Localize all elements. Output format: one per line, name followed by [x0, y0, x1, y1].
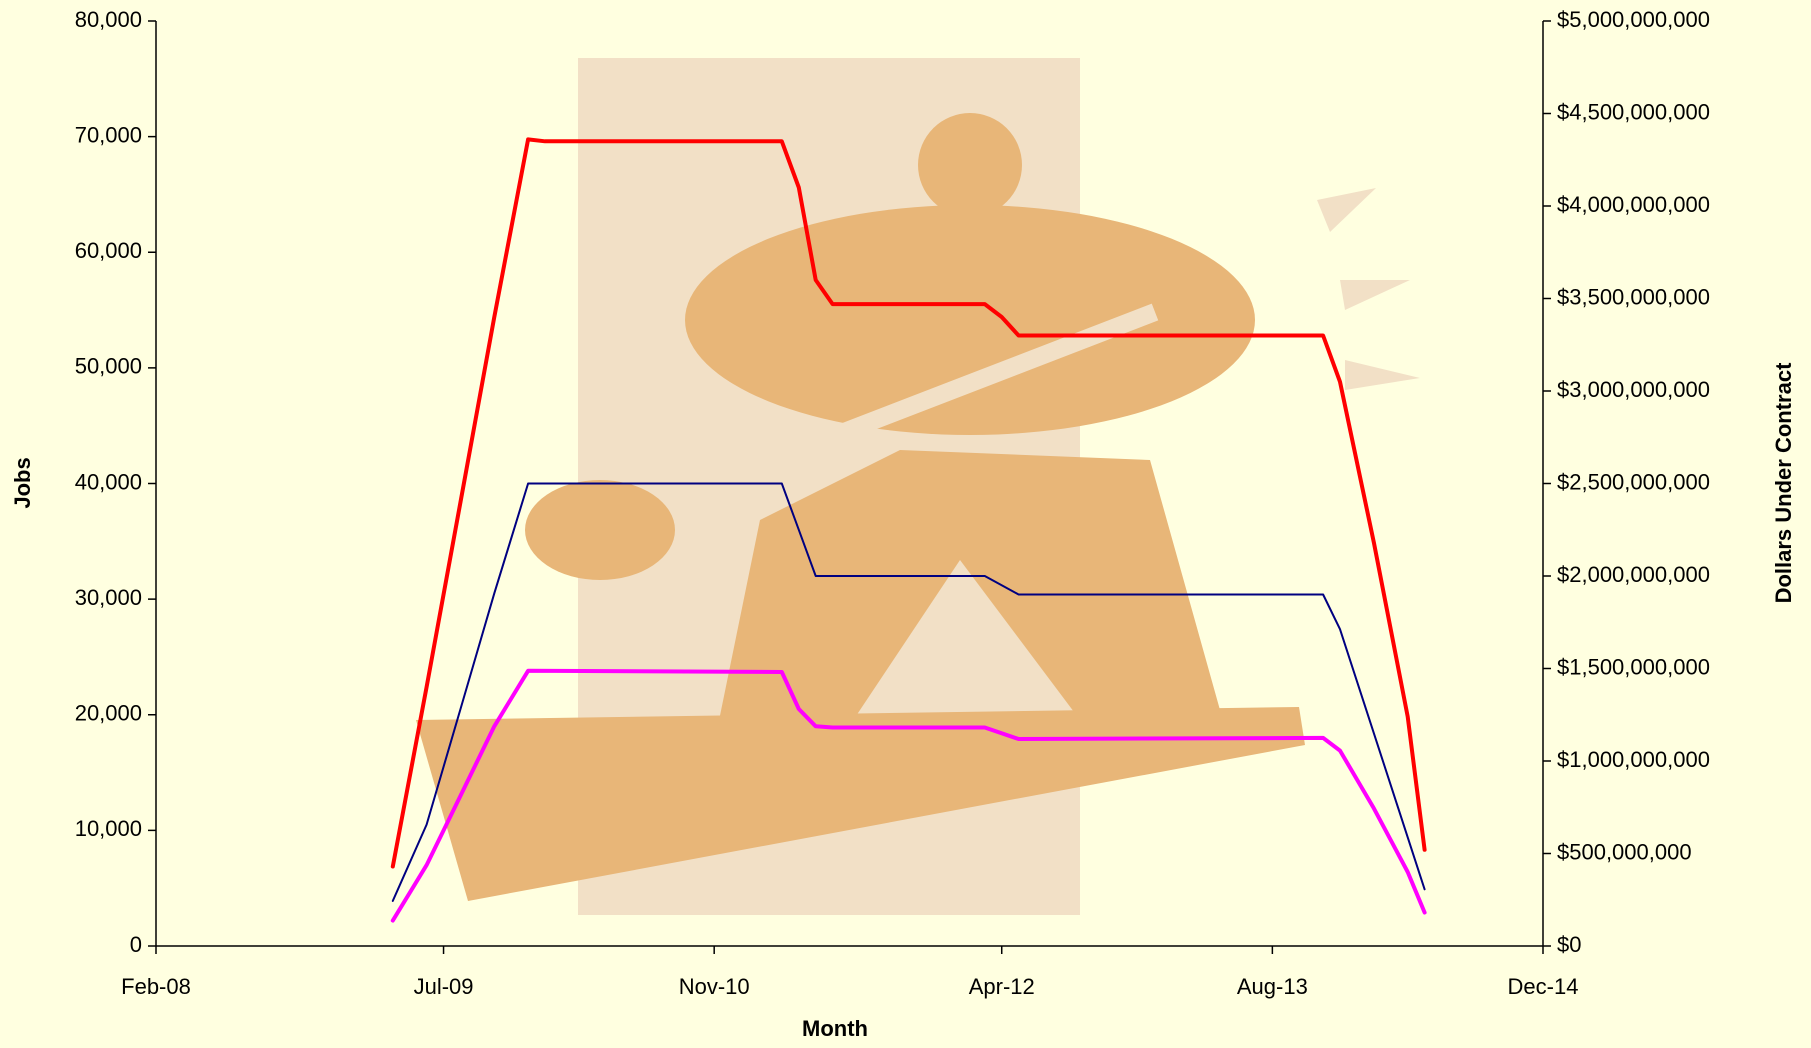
y-tick-label: 40,000 — [75, 469, 142, 494]
y2-tick-label: $0 — [1557, 932, 1581, 957]
y2-tick-label: $1,000,000,000 — [1557, 747, 1710, 772]
y-tick-label: 30,000 — [75, 585, 142, 610]
y2-tick-label: $2,000,000,000 — [1557, 562, 1710, 587]
y-tick-label: 80,000 — [75, 7, 142, 32]
y2-tick-label: $3,500,000,000 — [1557, 284, 1710, 309]
x-tick-label: Jul-09 — [414, 974, 474, 999]
y2-tick-label: $5,000,000,000 — [1557, 7, 1710, 32]
y-tick-label: 60,000 — [75, 238, 142, 263]
x-tick-label: Feb-08 — [121, 974, 191, 999]
y2-tick-label: $2,500,000,000 — [1557, 469, 1710, 494]
y2-tick-label: $4,000,000,000 — [1557, 192, 1710, 217]
x-axis-title: Month — [802, 1016, 868, 1041]
x-tick-label: Aug-13 — [1237, 974, 1308, 999]
y-tick-label: 0 — [130, 932, 142, 957]
x-tick-label: Nov-10 — [679, 974, 750, 999]
y-tick-label: 70,000 — [75, 122, 142, 147]
chart: Month Jobs Dollars Under Contract 0 10,00… — [0, 0, 1811, 1048]
y2-tick-label: $1,500,000,000 — [1557, 654, 1710, 679]
page: Month Jobs Dollars Under Contract 0 10,00… — [0, 0, 1811, 1048]
y2-tick-label: $4,500,000,000 — [1557, 99, 1710, 124]
y2-tick-label: $500,000,000 — [1557, 839, 1692, 864]
y2-axis-title: Dollars Under Contract — [1771, 362, 1796, 603]
y-tick-label: 50,000 — [75, 354, 142, 379]
y-axis-title: Jobs — [10, 457, 35, 508]
clipart-torso — [685, 205, 1255, 435]
x-tick-label: Apr-12 — [969, 974, 1035, 999]
clipart-blade — [525, 480, 675, 580]
y-tick-label: 20,000 — [75, 701, 142, 726]
x-tick-label: Dec-14 — [1508, 974, 1579, 999]
clipart-head — [918, 113, 1022, 217]
y-tick-label: 10,000 — [75, 816, 142, 841]
y2-tick-label: $3,000,000,000 — [1557, 377, 1710, 402]
